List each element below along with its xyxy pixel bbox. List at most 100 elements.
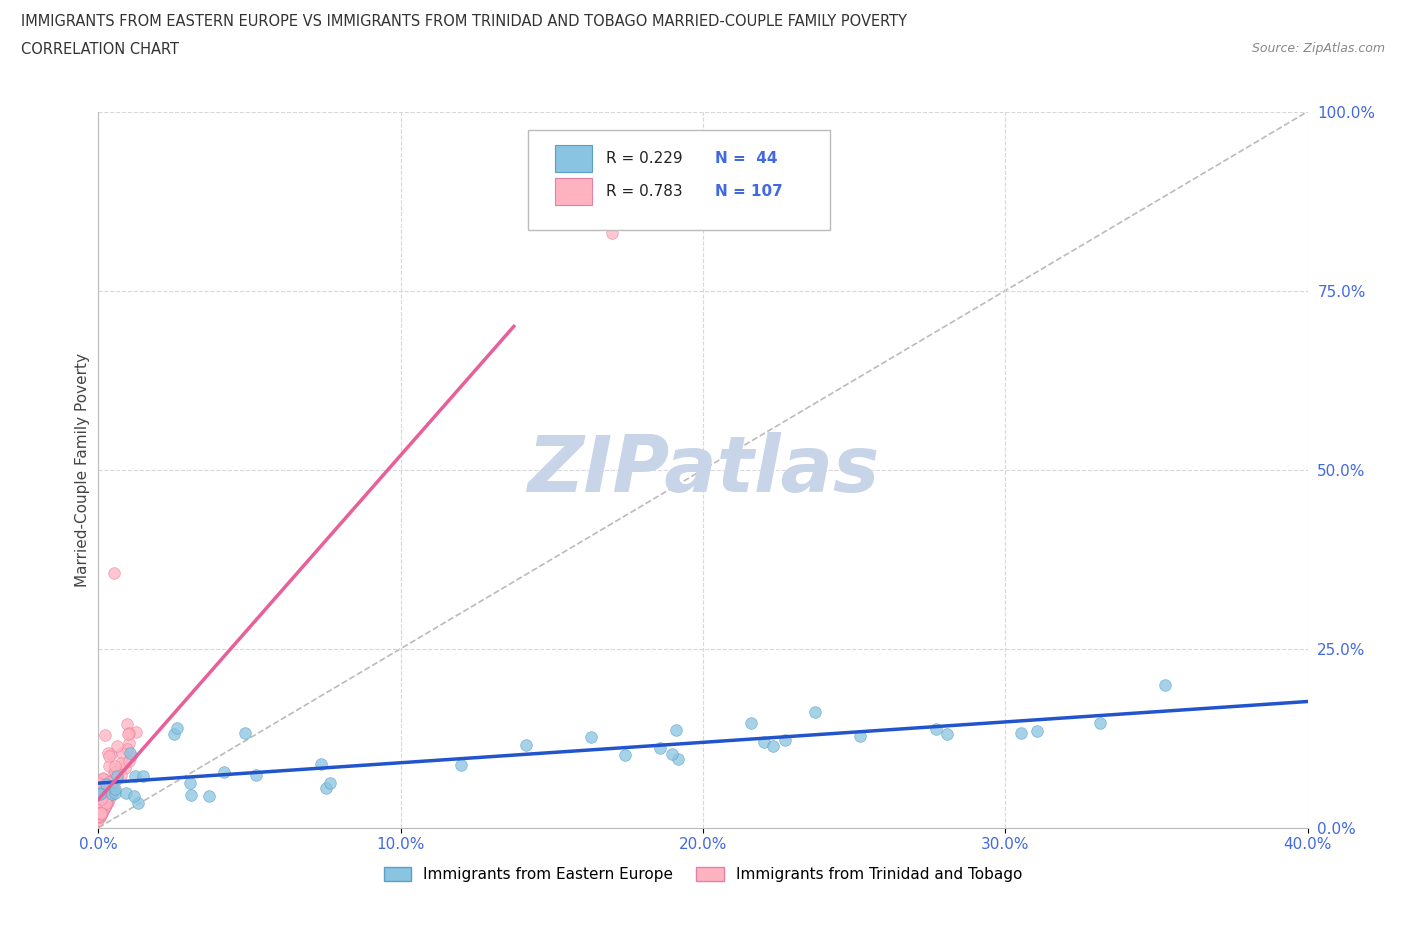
Point (97, 795, 120, 810)
Point (122, 788, 145, 803)
FancyBboxPatch shape (555, 179, 592, 206)
Point (104, 759, 127, 774)
Point (117, 717, 139, 732)
Point (87, 813, 110, 828)
Point (91, 802, 114, 817)
Point (87, 806, 110, 821)
Point (89, 805, 111, 820)
Point (89, 805, 111, 820)
Point (96, 790, 118, 805)
Point (114, 761, 136, 776)
Point (90, 806, 112, 821)
Point (104, 781, 127, 796)
FancyBboxPatch shape (555, 144, 592, 172)
Point (93, 798, 115, 813)
Point (103, 566, 125, 581)
Point (579, 729, 602, 744)
Point (180, 788, 202, 803)
Point (93, 788, 115, 803)
Point (1153, 677, 1175, 692)
Point (89, 799, 111, 814)
Text: IMMIGRANTS FROM EASTERN EUROPE VS IMMIGRANTS FROM TRINIDAD AND TOBAGO MARRIED-CO: IMMIGRANTS FROM EASTERN EUROPE VS IMMIGR… (21, 14, 907, 29)
Point (89, 785, 111, 800)
Point (98, 790, 121, 804)
Point (110, 758, 132, 773)
Point (91, 800, 114, 815)
Point (90, 805, 112, 820)
Point (125, 724, 148, 739)
Text: CORRELATION CHART: CORRELATION CHART (21, 42, 179, 57)
Point (87, 808, 110, 823)
Point (848, 728, 870, 743)
Point (87, 797, 110, 812)
Point (101, 786, 124, 801)
Point (94, 780, 117, 795)
Point (94, 796, 117, 811)
Point (98, 749, 121, 764)
Point (100, 747, 122, 762)
Point (762, 738, 785, 753)
Point (89, 785, 111, 800)
Point (100, 784, 122, 799)
Point (214, 764, 236, 779)
Point (94, 777, 117, 791)
Point (91, 771, 114, 786)
Text: R = 0.783: R = 0.783 (606, 184, 683, 199)
Point (115, 785, 138, 800)
Point (94, 782, 117, 797)
Point (602, 226, 624, 241)
Point (318, 776, 340, 790)
Point (117, 726, 139, 741)
Point (198, 789, 221, 804)
Point (89, 786, 111, 801)
Point (89, 808, 111, 823)
Point (90, 805, 112, 820)
Point (94, 798, 117, 813)
Point (105, 765, 128, 780)
Point (309, 756, 332, 771)
Point (101, 783, 124, 798)
Point (89, 802, 111, 817)
Point (96, 793, 118, 808)
Point (87, 777, 110, 791)
Text: ZIPatlas: ZIPatlas (527, 432, 879, 508)
Point (90, 795, 112, 810)
Point (131, 769, 153, 784)
Point (91, 805, 114, 820)
Point (90, 804, 112, 818)
Point (90, 791, 112, 806)
Point (650, 740, 672, 755)
Point (90, 791, 112, 806)
Point (754, 735, 776, 750)
Point (90, 795, 112, 810)
Text: R = 0.229: R = 0.229 (606, 151, 683, 166)
Point (91, 781, 114, 796)
FancyBboxPatch shape (527, 129, 830, 230)
Point (665, 723, 688, 737)
Point (96, 794, 118, 809)
Point (101, 783, 124, 798)
Point (450, 758, 472, 773)
Point (775, 733, 797, 748)
Point (1010, 725, 1032, 740)
Point (89, 776, 111, 790)
Point (661, 747, 683, 762)
Point (89, 800, 111, 815)
Point (98, 775, 121, 790)
Point (936, 726, 959, 741)
Point (115, 741, 138, 756)
Point (110, 755, 132, 770)
Point (127, 796, 149, 811)
Point (97, 783, 120, 798)
Point (89, 787, 111, 802)
Point (804, 705, 827, 720)
Point (740, 715, 762, 730)
Point (90, 806, 112, 821)
Point (179, 776, 201, 790)
Point (233, 725, 256, 740)
Point (925, 722, 948, 737)
Point (94, 798, 117, 813)
Point (91, 802, 114, 817)
Point (118, 725, 141, 740)
Text: N = 107: N = 107 (716, 184, 783, 199)
